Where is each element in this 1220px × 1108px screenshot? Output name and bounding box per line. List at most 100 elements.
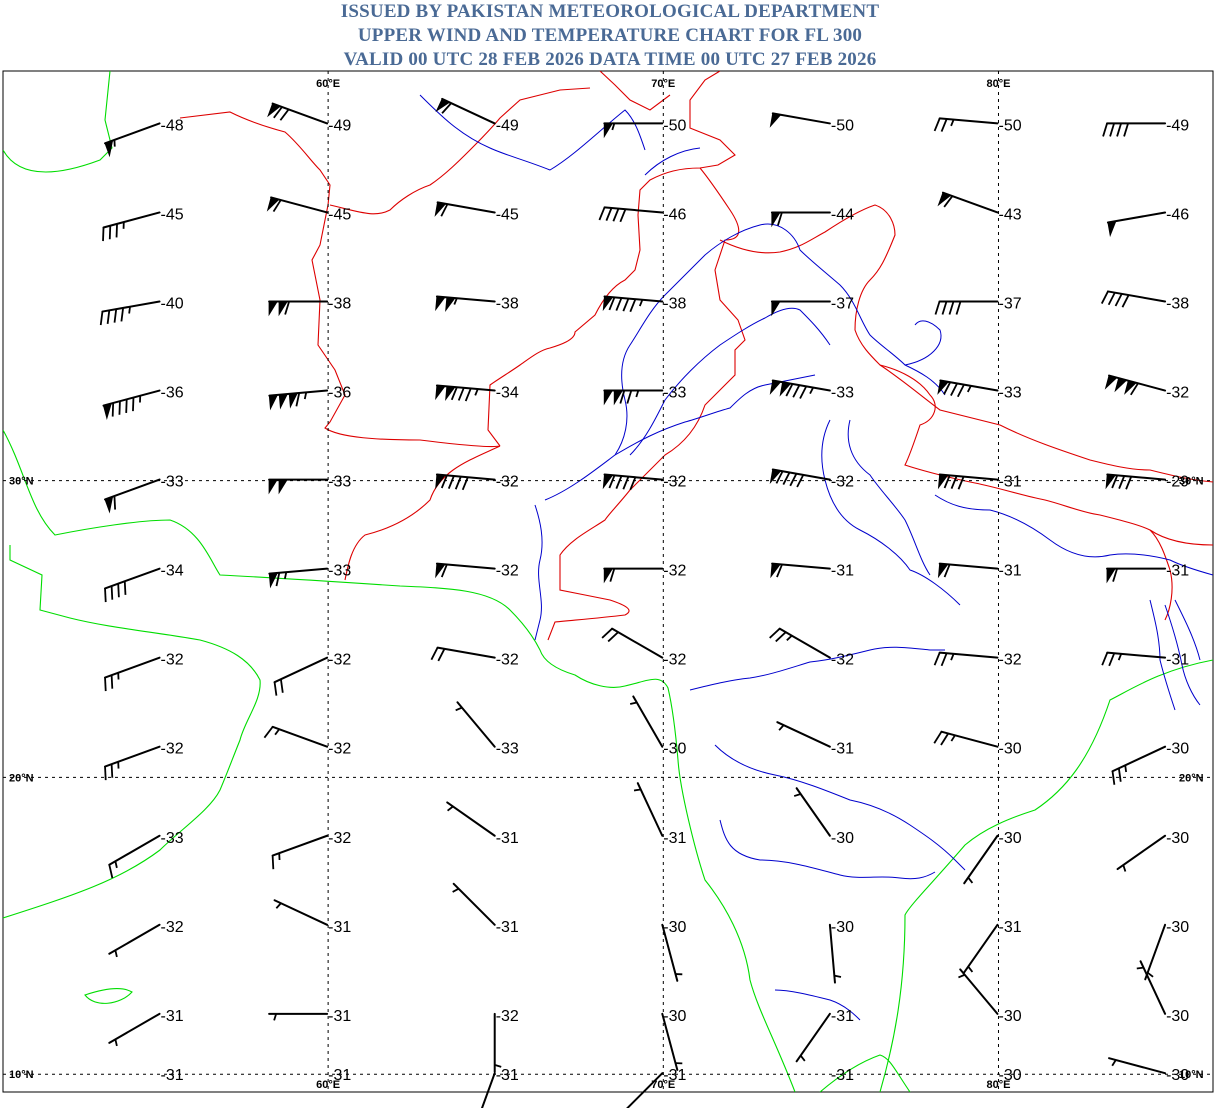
barb-staff [636, 782, 664, 837]
barb-staff [108, 923, 161, 955]
station-plot: -44 [770, 206, 854, 228]
barb-staff [661, 923, 679, 982]
barb-feather [295, 392, 301, 407]
station-plot: -33 [104, 474, 184, 514]
barb-feather [440, 475, 448, 489]
temperature-label: -29 [1166, 474, 1189, 491]
barb-feather [629, 476, 637, 491]
station-plot: -31 [776, 721, 854, 758]
barb-half-feather [453, 297, 458, 305]
barb-feather [950, 383, 958, 396]
temperature-label: -43 [998, 206, 1021, 223]
barb-pennant [435, 384, 446, 401]
barb-staff [1106, 651, 1167, 659]
barb-staff [828, 923, 836, 984]
temperature-label: -50 [998, 117, 1021, 134]
barb-staff [104, 745, 161, 768]
barb-half-feather [793, 793, 801, 797]
barb-feather [272, 199, 282, 213]
barb-feather [110, 764, 114, 778]
temperature-label: -31 [161, 1067, 184, 1084]
barb-half-feather [786, 635, 793, 641]
barb-pennant [769, 112, 782, 128]
barb-feather [275, 572, 281, 587]
temperature-label: -31 [831, 1008, 854, 1025]
station-plot: -30 [661, 1008, 687, 1071]
barb-staff [611, 627, 664, 659]
temperature-label: -32 [998, 652, 1021, 669]
temperature-label: -30 [831, 830, 854, 847]
chart-title: UPPER WIND AND TEMPERATURE CHART FOR FL … [357, 25, 863, 46]
coastline-layer [3, 71, 1213, 1092]
temperature-label: -45 [328, 206, 351, 223]
barb-feather [454, 476, 462, 490]
station-plot: -32 [273, 652, 351, 696]
barb-feather [280, 679, 284, 693]
barb-half-feather [1147, 971, 1154, 978]
barb-pennant [278, 479, 289, 495]
barb-pennant [602, 473, 614, 490]
barb-staff [795, 787, 831, 837]
barb-feather [626, 390, 633, 404]
barb-feather [943, 564, 951, 578]
barb-pennant [268, 572, 279, 589]
meridian-label: 80°E [986, 78, 1010, 90]
barb-staff [626, 1072, 664, 1108]
barb-half-feather [638, 299, 644, 307]
temperature-label: -31 [328, 1067, 351, 1084]
temperature-label: -31 [496, 919, 519, 936]
station-plot: -38 [602, 295, 687, 313]
barb-staff [273, 656, 329, 684]
station-plot: -33 [108, 830, 184, 879]
temperature-label: -50 [831, 117, 854, 134]
temperature-label: -32 [328, 830, 351, 847]
temperature-label: -31 [496, 830, 519, 847]
meridian-label-bottom: 70°E [651, 1079, 675, 1091]
station-plot: -31 [795, 1008, 854, 1063]
station-plot: -30 [793, 787, 854, 847]
barb-staff [795, 1012, 831, 1063]
barb-feather [1108, 652, 1116, 667]
barb-feather [104, 766, 107, 781]
barb-pennant [937, 379, 950, 395]
station-plot: -31 [937, 562, 1022, 580]
station-plot: -32 [435, 562, 519, 580]
station-plot: -31 [963, 919, 1022, 974]
temperature-label: -32 [496, 563, 519, 580]
station-plot: -49 [435, 97, 519, 134]
station-plot: -31 [1106, 563, 1189, 584]
barb-staff [271, 834, 329, 857]
station-plot: -31 [452, 882, 519, 936]
temperature-label: -32 [496, 1008, 519, 1025]
parallel-label: 10°N [9, 1069, 34, 1081]
barb-staff [104, 656, 161, 679]
barb-feather [940, 118, 948, 132]
temperature-label: -31 [998, 919, 1021, 936]
temperature-label: -32 [328, 652, 351, 669]
barb-feather [1123, 123, 1129, 137]
barb-staff [480, 1072, 496, 1108]
barb-feather [99, 311, 104, 326]
border-layer [179, 71, 1213, 641]
barb-pennant [266, 196, 280, 212]
meridian-label: 70°E [651, 78, 675, 90]
barb-half-feather [950, 734, 956, 742]
barb-half-feather [778, 724, 785, 731]
barb-feather [464, 388, 472, 402]
temperature-label: -36 [328, 385, 351, 402]
barb-half-feather [611, 123, 616, 131]
parallel-label: 20°N [9, 772, 34, 784]
barb-feather [598, 207, 606, 221]
barb-feather [619, 208, 627, 223]
barb-feather [284, 301, 290, 315]
barb-feather [941, 301, 948, 315]
barb-feather [1111, 771, 1116, 785]
temperature-label: -33 [161, 830, 184, 847]
barb-half-feather [474, 388, 479, 396]
barb-feather [123, 581, 127, 595]
temperature-label: -37 [831, 296, 854, 313]
barb-half-feather [114, 861, 118, 869]
station-plot: -31 [328, 1067, 351, 1084]
station-plot: -30 [1144, 919, 1189, 981]
barb-half-feather [303, 392, 308, 400]
